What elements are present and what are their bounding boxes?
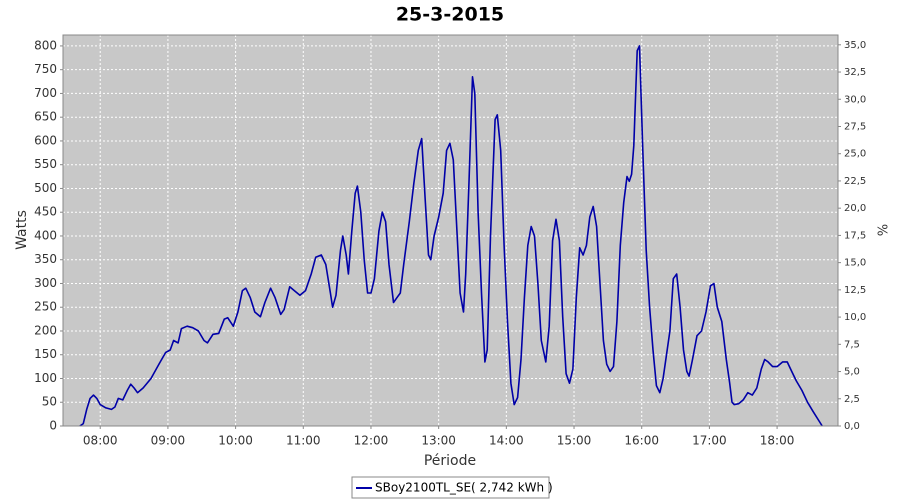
y2-tick-label: 35,0 (844, 40, 866, 51)
x-tick-label: 10:00 (218, 434, 253, 448)
x-tick-label: 15:00 (557, 434, 592, 448)
y-tick-label: 550 (34, 157, 57, 171)
y2-tick-label: 5,0 (844, 367, 860, 378)
y2-tick-label: 27,5 (844, 121, 866, 132)
y-tick-label: 800 (34, 38, 57, 52)
y-tick-label: 700 (34, 86, 57, 100)
x-tick-label: 16:00 (624, 434, 659, 448)
y-tick-label: 500 (34, 181, 57, 195)
x-tick-label: 08:00 (83, 434, 118, 448)
plot-area (63, 35, 838, 426)
data-line (79, 45, 823, 427)
lines (79, 45, 823, 427)
y2-tick-label: 32,5 (844, 67, 866, 78)
x-tick-label: 14:00 (489, 434, 524, 448)
x-tick-label: 12:00 (354, 434, 389, 448)
y2-tick-label: 15,0 (844, 258, 866, 269)
x-tick-label: 09:00 (151, 434, 186, 448)
x-tick-label: 17:00 (692, 434, 727, 448)
x-tick-label: 11:00 (286, 434, 321, 448)
y-tick-label: 350 (34, 252, 57, 266)
x-tick-label: 18:00 (760, 434, 795, 448)
y2-axis-label: % (874, 224, 889, 236)
legend-label: SBoy2100TL_SE( 2,742 kWh ) (375, 481, 553, 495)
y-tick-label: 400 (34, 228, 57, 242)
y2-tick-label: 2,5 (844, 394, 860, 405)
y2-tick-label: 22,5 (844, 176, 866, 187)
y-tick-label: 250 (34, 300, 57, 314)
x-tick-label: 13:00 (421, 434, 456, 448)
y2-tick-label: 17,5 (844, 230, 866, 241)
y-tick-label: 150 (34, 347, 57, 361)
y2-tick-label: 0,0 (844, 421, 860, 432)
y2-tick-label: 12,5 (844, 285, 866, 296)
y-tick-label: 650 (34, 110, 57, 124)
y2-tick-label: 7,5 (844, 339, 860, 350)
y-tick-label: 300 (34, 276, 57, 290)
chart-title: 25-3-2015 (396, 4, 504, 26)
plot-border (62, 34, 839, 427)
y-tick-label: 200 (34, 323, 57, 337)
y2-tick-label: 10,0 (844, 312, 866, 323)
y2-tick-label: 25,0 (844, 149, 866, 160)
y-tick-label: 50 (42, 395, 57, 409)
legend (351, 476, 550, 499)
y-tick-label: 750 (34, 62, 57, 76)
y-tick-label: 0 (49, 419, 57, 433)
y-tick-label: 100 (34, 371, 57, 385)
x-axis-label: Période (424, 453, 476, 469)
y-axis-label: Watts (14, 210, 30, 250)
y-tick-label: 600 (34, 133, 57, 147)
y2-tick-label: 20,0 (844, 203, 866, 214)
y2-tick-label: 30,0 (844, 94, 866, 105)
grid (63, 35, 838, 426)
y-tick-label: 450 (34, 205, 57, 219)
